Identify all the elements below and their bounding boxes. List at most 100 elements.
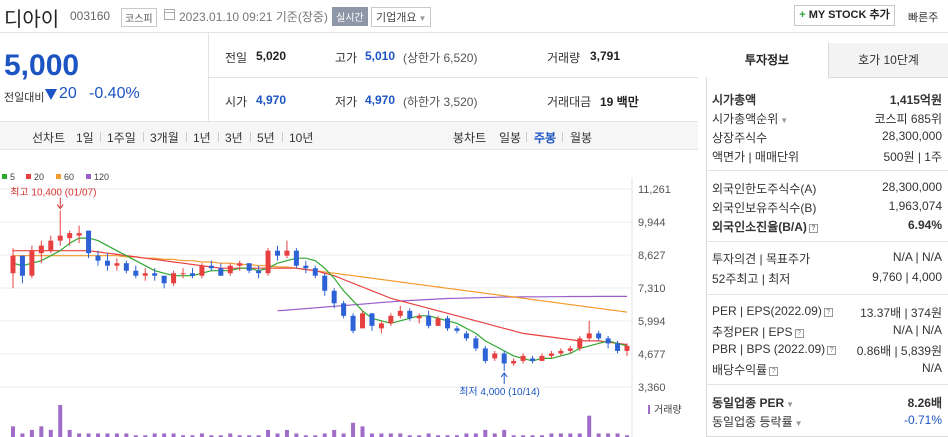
y-tick-label: 9,944 bbox=[638, 217, 666, 229]
candle-body bbox=[312, 268, 318, 276]
volume-bar bbox=[606, 433, 611, 437]
help-icon[interactable]: ? bbox=[769, 367, 779, 376]
chart-grid bbox=[0, 178, 633, 437]
candle-body bbox=[161, 275, 167, 284]
line-chart-label: 선차트 bbox=[32, 131, 66, 145]
volume-bar bbox=[152, 433, 157, 437]
stock-code: 003160 bbox=[70, 9, 111, 23]
y-tick-label: 8,627 bbox=[638, 250, 666, 262]
help-icon[interactable]: ? bbox=[823, 308, 833, 317]
volume-label: 거래량 bbox=[547, 51, 581, 65]
candle-body bbox=[67, 233, 73, 239]
divider bbox=[250, 132, 251, 142]
candle-body bbox=[227, 265, 233, 274]
market-cap-row: 시가총액 1,415억원 bbox=[712, 91, 942, 109]
volume-bar bbox=[558, 433, 563, 437]
candle-body bbox=[142, 273, 148, 276]
help-icon[interactable]: ? bbox=[808, 224, 818, 233]
candles bbox=[10, 210, 630, 371]
low-value: 4,970 bbox=[365, 93, 396, 107]
candle-body bbox=[369, 313, 375, 326]
tab-1year[interactable]: 1년 bbox=[193, 131, 211, 145]
candle-body bbox=[539, 355, 545, 361]
candle-body bbox=[492, 353, 498, 359]
dividend-row: 배당수익률? N/A bbox=[712, 361, 942, 379]
volume-bar bbox=[436, 435, 441, 437]
foreign-limit-value: 28,300,000 bbox=[881, 180, 942, 194]
volume-bar bbox=[398, 433, 403, 437]
tab-3month[interactable]: 3개월 bbox=[150, 131, 179, 145]
volume-bar bbox=[218, 435, 223, 437]
high-annotation: 최고 10,400 (01/07) bbox=[10, 187, 96, 199]
down-triangle-icon bbox=[45, 89, 57, 100]
dividend-value: N/A bbox=[921, 361, 942, 375]
legend-label: 60 bbox=[64, 172, 74, 182]
market-cap-value: 1,415억원 bbox=[889, 93, 942, 107]
tab-10year[interactable]: 10년 bbox=[289, 131, 314, 145]
upper-limit: (상한가 6,520) bbox=[403, 51, 478, 65]
tab-daily-candle[interactable]: 일봉 bbox=[499, 131, 522, 145]
tab-monthly-candle[interactable]: 월봉 bbox=[570, 131, 593, 145]
par-value-row: 액면가 | 매매단위 500원 | 1주 bbox=[712, 148, 942, 166]
volume-bar bbox=[577, 433, 582, 437]
pbr-row: PBR | BPS (2022.09)? 0.86배 | 5,839원 bbox=[712, 342, 942, 360]
volume-bar bbox=[530, 435, 535, 437]
tab-3year[interactable]: 3년 bbox=[225, 131, 243, 145]
volume-bar bbox=[388, 433, 393, 437]
candle-body bbox=[237, 263, 243, 266]
candle-body bbox=[29, 250, 35, 276]
stock-header bbox=[0, 0, 948, 33]
company-overview-dropdown[interactable]: 기업개요 ▼ bbox=[371, 7, 432, 27]
divider bbox=[526, 132, 527, 142]
volume-bar bbox=[521, 435, 526, 437]
calendar-icon bbox=[164, 9, 175, 20]
low-label: 저가 bbox=[335, 95, 358, 109]
tab-1week[interactable]: 1주일 bbox=[107, 131, 136, 145]
weekly-candle-chart: 5 20 60 120 최고 10,400 (01/07) 최저 4,000 (10/1… bbox=[0, 172, 682, 437]
week52-label: 52주최고 | 최저 bbox=[712, 272, 791, 286]
lower-limit: (하한가 3,520) bbox=[403, 95, 478, 109]
foreign-limit-row: 외국인한도주식수(A) 28,300,000 bbox=[712, 180, 942, 198]
foreign-hold-label: 외국인보유주식수(B) bbox=[712, 201, 817, 215]
chevron-down-icon[interactable]: ▼ bbox=[786, 400, 795, 409]
candle-body bbox=[473, 338, 479, 349]
help-icon[interactable]: ? bbox=[794, 329, 804, 338]
help-icon[interactable]: ? bbox=[827, 346, 837, 355]
volume-bar bbox=[256, 435, 261, 437]
chevron-down-icon[interactable]: ▼ bbox=[780, 116, 789, 125]
candle-body bbox=[19, 255, 25, 276]
tab-5year[interactable]: 5년 bbox=[257, 131, 275, 145]
legend-swatch bbox=[26, 174, 31, 179]
candle-body bbox=[605, 338, 611, 344]
volume-bar bbox=[407, 435, 412, 437]
divider bbox=[208, 77, 698, 78]
volume-bar bbox=[39, 426, 44, 437]
volume-bar bbox=[615, 433, 620, 437]
quick-order-link[interactable]: 빠른주 bbox=[908, 12, 939, 24]
tab-weekly-candle[interactable]: 주봉 bbox=[534, 131, 557, 145]
amount-value: 19 백만 bbox=[600, 95, 639, 109]
candle-body bbox=[511, 360, 517, 364]
realtime-badge[interactable]: 실시간 bbox=[332, 7, 368, 26]
change-amount: 20 bbox=[59, 85, 77, 102]
volume-bar bbox=[96, 433, 101, 437]
high-value: 5,010 bbox=[365, 49, 396, 63]
tab-1day[interactable]: 1일 bbox=[76, 131, 94, 145]
volume-bar bbox=[549, 433, 554, 437]
high-arrow-head bbox=[56, 204, 64, 210]
legend-label: 5 bbox=[10, 172, 15, 182]
candle-body bbox=[501, 353, 507, 364]
volume-bar bbox=[322, 433, 327, 437]
week52-value: 9,760 | 4,000 bbox=[872, 270, 942, 284]
candle-body bbox=[577, 338, 583, 349]
candle-body bbox=[350, 315, 356, 331]
candle-body bbox=[567, 348, 573, 351]
add-my-stock-button[interactable]: + MY STOCK 추가 bbox=[794, 5, 895, 26]
tab-invest-info[interactable]: 투자정보 bbox=[706, 43, 828, 77]
chevron-down-icon[interactable]: ▼ bbox=[794, 419, 803, 428]
per-value: 13.37배 | 374원 bbox=[860, 306, 942, 320]
candle-body bbox=[38, 245, 44, 254]
industry-rate-value: -0.71% bbox=[903, 413, 942, 427]
tab-orderbook-10[interactable]: 호가 10단계 bbox=[828, 43, 948, 78]
candle-body bbox=[445, 318, 451, 329]
